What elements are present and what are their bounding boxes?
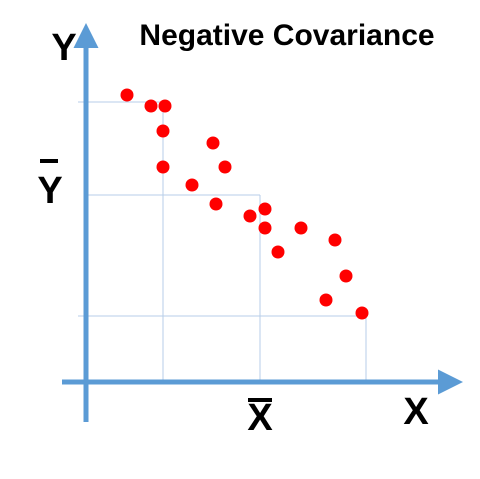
data-point	[144, 99, 158, 113]
data-point	[158, 99, 172, 113]
data-point	[156, 160, 170, 174]
x-axis-label: X	[403, 391, 429, 433]
data-point	[271, 245, 285, 259]
data-point	[185, 178, 199, 192]
data-points	[120, 88, 369, 320]
data-point	[120, 88, 134, 102]
x-mean-label: X	[247, 397, 273, 439]
x-mean-marker: X	[247, 397, 273, 439]
y-axis-label: Y	[51, 27, 76, 69]
data-point	[339, 269, 353, 283]
data-point	[258, 221, 272, 235]
data-point	[156, 124, 170, 138]
chart-title: Negative Covariance	[139, 19, 434, 52]
data-point	[319, 293, 333, 307]
y-mean-label: Y	[37, 170, 62, 212]
y-mean-marker: Y	[37, 159, 63, 212]
data-point	[209, 197, 223, 211]
guide-lines	[78, 101, 367, 382]
data-point	[258, 202, 272, 216]
data-point	[294, 221, 308, 235]
data-point	[355, 306, 369, 320]
data-point	[206, 136, 220, 150]
data-point	[243, 209, 257, 223]
data-point	[328, 233, 342, 247]
data-point	[218, 160, 232, 174]
